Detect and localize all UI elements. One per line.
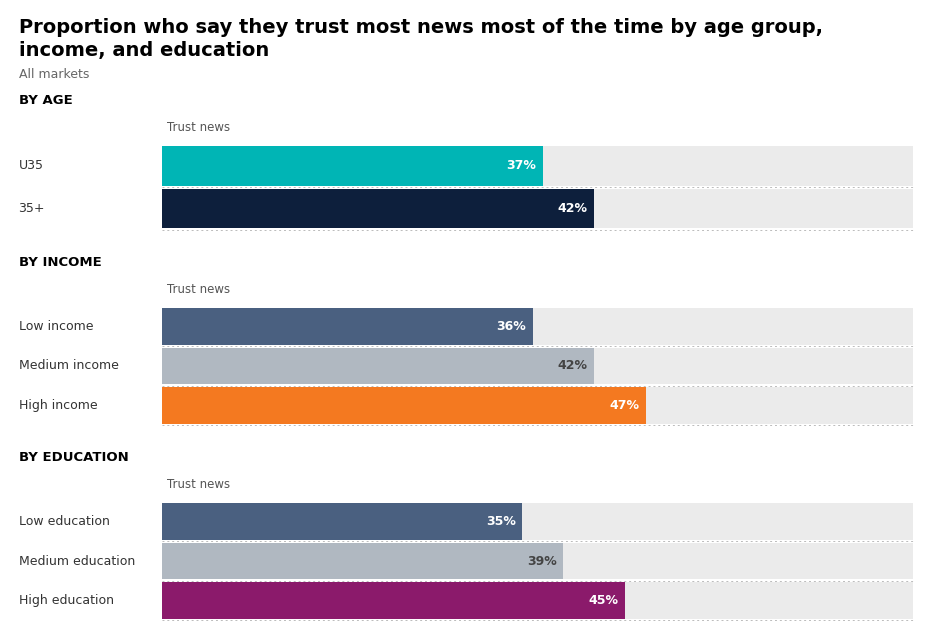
FancyBboxPatch shape	[162, 146, 913, 186]
Text: Low income: Low income	[19, 320, 93, 333]
FancyBboxPatch shape	[162, 543, 564, 579]
FancyBboxPatch shape	[162, 582, 625, 619]
Text: Trust news: Trust news	[167, 283, 230, 295]
Text: High income: High income	[19, 399, 97, 412]
FancyBboxPatch shape	[162, 503, 522, 540]
Text: 35+: 35+	[19, 202, 45, 215]
Text: 45%: 45%	[589, 594, 618, 607]
Text: Trust news: Trust news	[167, 121, 230, 133]
Text: High education: High education	[19, 594, 113, 607]
Text: income, and education: income, and education	[19, 41, 269, 61]
Text: 37%: 37%	[506, 160, 537, 172]
Text: 39%: 39%	[527, 554, 557, 568]
Text: Proportion who say they trust most news most of the time by age group,: Proportion who say they trust most news …	[19, 18, 822, 37]
FancyBboxPatch shape	[162, 348, 913, 384]
Text: 42%: 42%	[558, 202, 588, 215]
Text: BY EDUCATION: BY EDUCATION	[19, 451, 128, 464]
FancyBboxPatch shape	[162, 387, 646, 424]
Text: Medium education: Medium education	[19, 554, 134, 568]
Text: 35%: 35%	[486, 515, 515, 528]
Text: All markets: All markets	[19, 68, 89, 81]
FancyBboxPatch shape	[162, 543, 913, 579]
Text: 42%: 42%	[558, 359, 588, 373]
FancyBboxPatch shape	[162, 189, 594, 228]
FancyBboxPatch shape	[162, 348, 594, 384]
Text: 36%: 36%	[496, 320, 526, 333]
Text: Medium income: Medium income	[19, 359, 119, 373]
Text: BY INCOME: BY INCOME	[19, 256, 101, 269]
FancyBboxPatch shape	[162, 503, 913, 540]
FancyBboxPatch shape	[162, 189, 913, 228]
Text: U35: U35	[19, 160, 44, 172]
FancyBboxPatch shape	[162, 387, 913, 424]
Text: BY AGE: BY AGE	[19, 94, 72, 107]
FancyBboxPatch shape	[162, 308, 913, 345]
FancyBboxPatch shape	[162, 308, 532, 345]
Text: Low education: Low education	[19, 515, 109, 528]
Text: Trust news: Trust news	[167, 478, 230, 491]
FancyBboxPatch shape	[162, 146, 543, 186]
FancyBboxPatch shape	[162, 582, 913, 619]
Text: 47%: 47%	[609, 399, 640, 412]
